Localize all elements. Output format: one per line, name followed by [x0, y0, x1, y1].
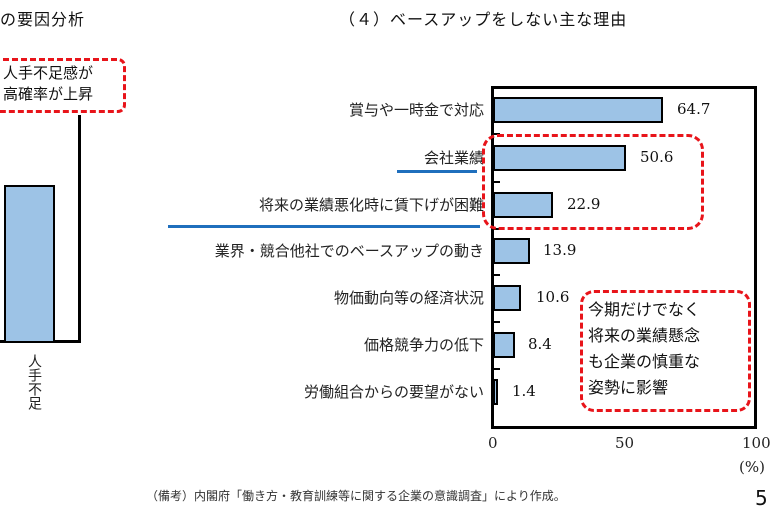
annotation-callout-box: 今期だけでなく 将来の業績懸念 も企業の慎重な 姿勢に影響: [580, 290, 751, 412]
value-label: 13.9: [543, 241, 577, 259]
highlight-underline-company-performance: [397, 170, 477, 173]
value-label: 1.4: [512, 382, 536, 400]
annotation-line-1: 今期だけでなく: [588, 300, 701, 319]
annotation-line-3: も企業の慎重な: [588, 352, 701, 371]
bar-bonus: [493, 97, 663, 123]
left-callout-box: 人手不足感が 高確率が上昇: [0, 58, 126, 113]
category-label-no-union-request: 労働組合からの要望がない: [303, 383, 484, 401]
highlight-underline-future-pay-cut: [168, 225, 480, 228]
left-callout-line-1: 人手不足感が: [3, 64, 94, 82]
plot-frame: [491, 86, 757, 429]
value-label: 8.4: [528, 335, 552, 353]
left-chart-axis-bottom: [0, 340, 81, 343]
value-label: 22.9: [567, 195, 601, 213]
bar-competitor-baseup: [493, 238, 530, 264]
category-label-competitor-baseup: 業界・競合他社でのベースアップの動き: [214, 242, 484, 260]
category-label-price-competitiveness: 価格競争力の低下: [363, 336, 484, 354]
y-tick: [494, 368, 500, 370]
bar-price-trends: [493, 285, 521, 311]
bar-future-pay-cut-difficulty: [493, 192, 553, 218]
y-tick: [494, 274, 500, 276]
left-panel-title: の要因分析: [0, 10, 86, 29]
source-note: （備考）内閣府「働き方・教育訓練等に関する企業の意識調査」により作成。: [146, 489, 566, 503]
category-label-bonus: 賞与や一時金で対応: [348, 101, 484, 119]
x-tick-label-100: 100: [742, 434, 771, 452]
value-label: 10.6: [536, 288, 570, 306]
bar-no-union-request: [493, 379, 498, 405]
left-chart-category-label: 人手不足: [26, 354, 42, 410]
annotation-line-2: 将来の業績懸念: [588, 326, 701, 345]
bar-price-competitiveness: [493, 332, 515, 358]
annotation-line-4: 姿勢に影響: [588, 378, 669, 397]
y-tick: [494, 181, 500, 183]
page-number: 5: [755, 486, 768, 510]
left-chart-frame-right: [78, 115, 81, 342]
bar-company-performance: [493, 145, 626, 171]
value-label: 64.7: [677, 100, 711, 118]
category-label-price-trends: 物価動向等の経済状況: [333, 289, 484, 307]
value-label: 50.6: [640, 148, 674, 166]
x-tick-label-0: 0: [488, 434, 498, 452]
x-axis-unit: (%): [739, 458, 765, 476]
right-panel-title: （４）ベースアップをしない主な理由: [339, 10, 628, 29]
category-label-future-pay-cut-difficulty: 将来の業績悪化時に賃下げが困難: [258, 196, 484, 214]
x-tick-label-50: 50: [615, 434, 635, 452]
category-label-company-performance: 会社業績: [423, 149, 484, 167]
left-chart-bar-labor-shortage: [4, 185, 55, 341]
highlight-callout-box: [482, 134, 704, 230]
y-tick: [494, 321, 500, 323]
left-callout-line-2: 高確率が上昇: [3, 85, 94, 103]
